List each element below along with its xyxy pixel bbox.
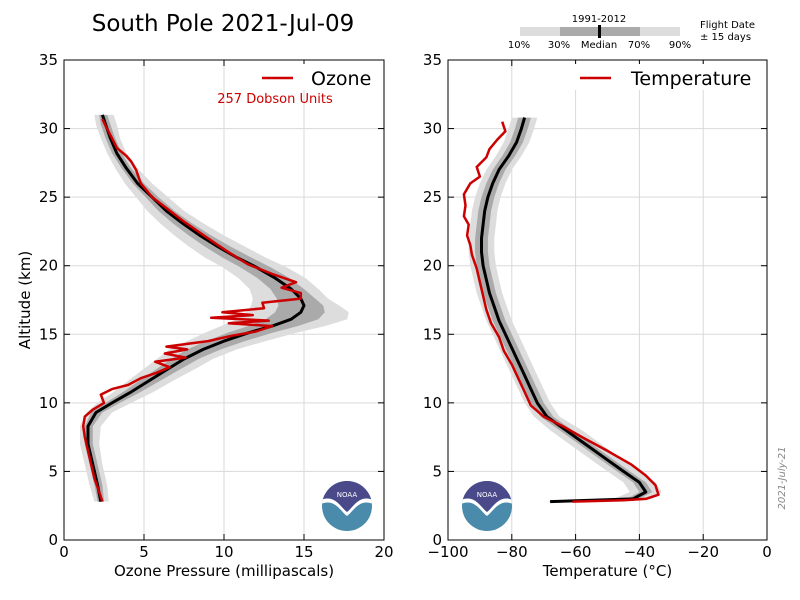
x-tick-label: −100: [427, 543, 468, 561]
key-label-10: 10%: [508, 40, 530, 51]
climatology-key: 1991-2012 10% 30% Median 70% 90% Flight …: [508, 14, 755, 51]
x-tick-label: −60: [560, 543, 592, 561]
y-tick-label: 20: [39, 257, 58, 275]
x-tick-label: −80: [496, 543, 528, 561]
flight-profile-line: [81, 118, 303, 502]
y-tick-label: 30: [39, 120, 58, 138]
noaa-logo-left: NOAA: [322, 481, 372, 531]
legend-label: Temperature: [630, 68, 751, 90]
x-tick-label: 0: [59, 543, 69, 561]
y-tick-label: 25: [423, 188, 442, 206]
y-tick-label: 20: [423, 257, 442, 275]
x-tick-label: 10: [214, 543, 233, 561]
y-axis-label: Altitude (km): [16, 251, 34, 349]
page-title: South Pole 2021-Jul-09: [92, 11, 355, 37]
x-tick-label: 20: [374, 543, 393, 561]
y-tick-label: 35: [423, 51, 442, 69]
y-tick-label: 0: [48, 531, 58, 549]
flight-date-window: ± 15 days: [700, 32, 751, 43]
y-tick-label: 35: [39, 51, 58, 69]
key-label-30: 30%: [548, 40, 570, 51]
x-tick-label: −20: [687, 543, 719, 561]
key-label-90: 90%: [669, 40, 691, 51]
x-axis-label: Temperature (°C): [542, 562, 672, 580]
flight-profile-line: [462, 121, 660, 503]
median-line: [480, 117, 648, 504]
percentile-band-30-70: [475, 117, 653, 502]
axes-frame: [447, 59, 768, 541]
y-tick-label: 10: [39, 394, 58, 412]
y-tick-label: 15: [423, 325, 442, 343]
dobson-units-annotation: 257 Dobson Units: [217, 92, 333, 107]
ozone-chart: 0 5 10 15 20 0 5 10 15 20 25 30 35 Ozone Pressure (mi…: [16, 51, 394, 580]
y-tick-label: 25: [39, 188, 58, 206]
y-tick-label: 15: [39, 325, 58, 343]
y-tick-label: 30: [423, 120, 442, 138]
x-tick-label: 5: [139, 543, 149, 561]
noaa-logo-text: NOAA: [337, 491, 358, 499]
y-tick-label: 10: [423, 394, 442, 412]
flight-date-label: Flight Date: [700, 20, 755, 31]
y-tick-label: 5: [432, 462, 442, 480]
key-median-mark: [598, 25, 601, 38]
noaa-logo-right: NOAA: [462, 481, 512, 531]
key-period: 1991-2012: [572, 14, 627, 25]
x-tick-label: −40: [624, 543, 656, 561]
percentile-band-10-90: [468, 117, 662, 502]
y-tick-label: 5: [48, 462, 58, 480]
temperature-chart: −100 −80 −60 −40 −20 0 0 5 10 15 20 25 30 35 Temperatu…: [423, 51, 772, 580]
x-axis-label: Ozone Pressure (millipascals): [114, 562, 334, 580]
noaa-logo-text: NOAA: [477, 491, 498, 499]
date-stamp: 2021-July-21: [777, 446, 788, 509]
x-tick-label: 0: [762, 543, 772, 561]
x-tick-label: 15: [294, 543, 313, 561]
y-tick-label: 0: [432, 531, 442, 549]
key-label-70: 70%: [628, 40, 650, 51]
legend-label: Ozone: [311, 68, 371, 90]
key-label-median: Median: [581, 40, 617, 51]
